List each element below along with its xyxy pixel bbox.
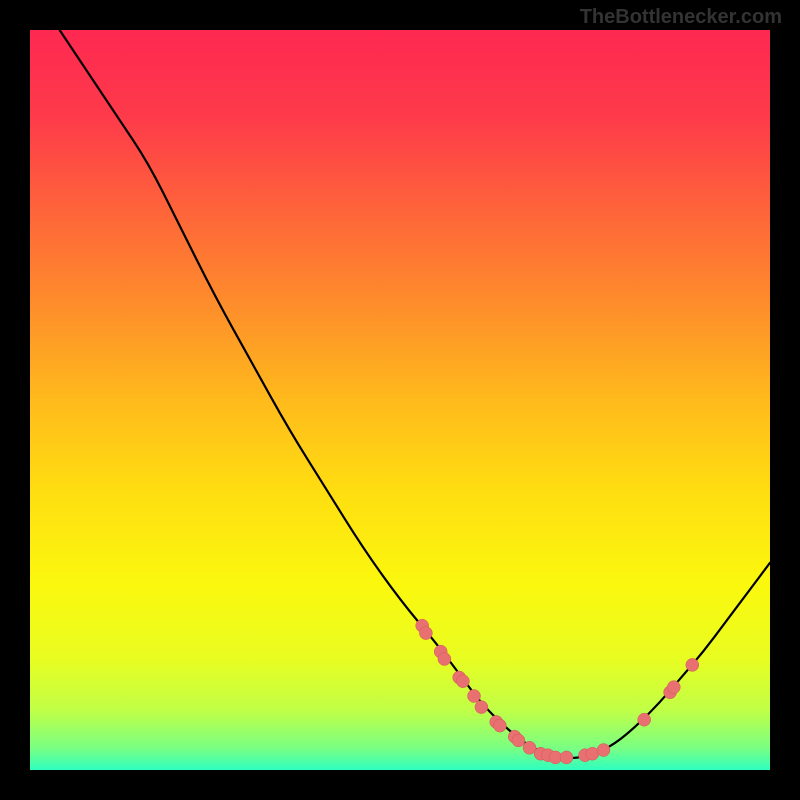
- chart-area: [30, 30, 770, 770]
- data-marker: [597, 744, 610, 757]
- chart-background: [30, 30, 770, 770]
- data-marker: [493, 719, 506, 732]
- data-marker: [468, 690, 481, 703]
- data-marker: [438, 653, 451, 666]
- data-marker: [512, 734, 525, 747]
- data-marker: [686, 658, 699, 671]
- watermark-text: TheBottlenecker.com: [580, 6, 782, 29]
- data-marker: [456, 675, 469, 688]
- data-marker: [560, 751, 573, 764]
- data-marker: [475, 701, 488, 714]
- data-marker: [419, 627, 432, 640]
- data-marker: [638, 713, 651, 726]
- data-marker: [667, 681, 680, 694]
- chart-svg: [30, 30, 770, 770]
